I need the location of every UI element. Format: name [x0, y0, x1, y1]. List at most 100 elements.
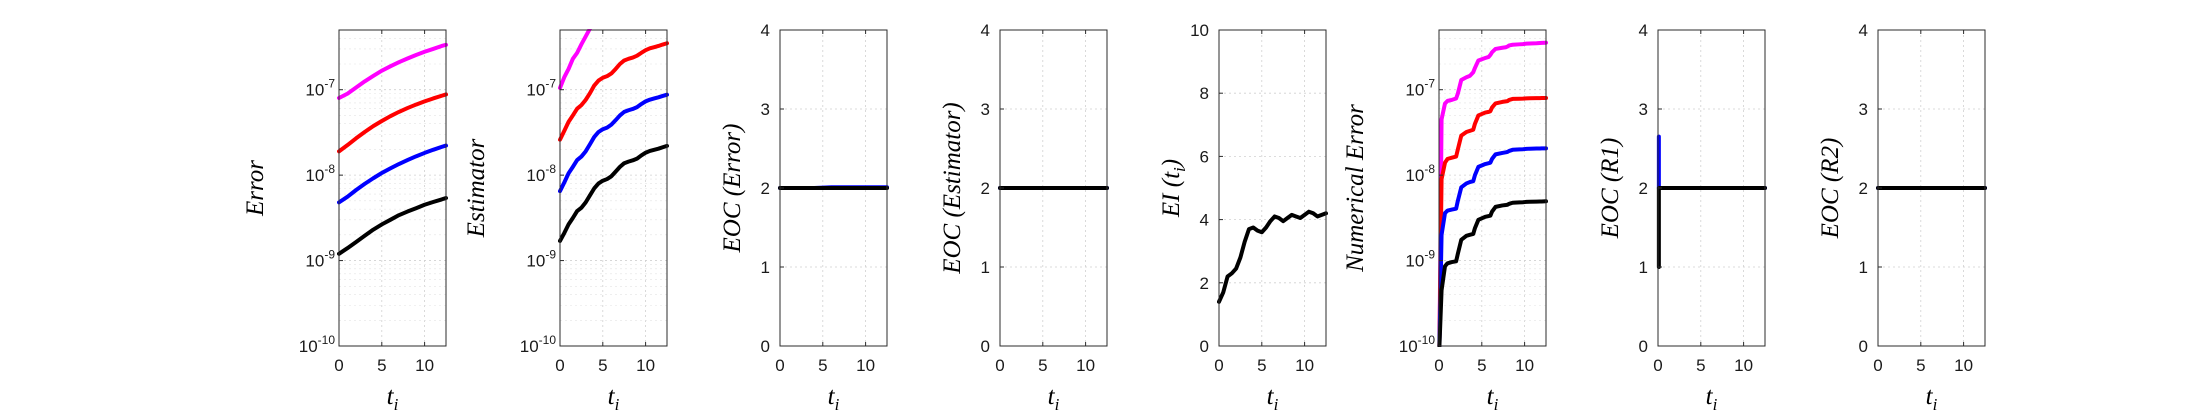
x-tick-label: 0 — [334, 356, 343, 375]
y-tick-label: 10-8 — [526, 162, 556, 185]
x-tick-label: 0 — [1653, 356, 1662, 375]
x-tick-label: 0 — [995, 356, 1004, 375]
y-tick-label: 0 — [1859, 337, 1868, 356]
x-tick-label: 10 — [1295, 356, 1314, 375]
axes-frame — [338, 29, 447, 347]
y-tick-label: 1 — [981, 258, 990, 277]
x-tick-label: 5 — [377, 356, 386, 375]
y-tick-label: 10-9 — [526, 248, 556, 271]
y-tick-label: 4 — [981, 21, 990, 40]
y-axis-label: EOC (Estimator) — [939, 102, 966, 275]
x-tick-label: 0 — [775, 356, 784, 375]
x-tick-label: 0 — [1434, 356, 1443, 375]
x-axis-label: ti — [387, 383, 399, 414]
y-tick-label: 1 — [761, 258, 770, 277]
chart-panel-numerical-error: 0 5 10 10-10 10-9 10-8 10-7 ti Numerical Error — [1342, 29, 1548, 414]
x-axis-label: ti — [1706, 383, 1718, 414]
y-tick-label: 3 — [1639, 100, 1648, 119]
x-tick-label: 10 — [1076, 356, 1095, 375]
series-line-1 — [1437, 40, 1548, 347]
x-tick-label: 10 — [415, 356, 434, 375]
x-tick-label: 5 — [1916, 356, 1925, 375]
x-axis-label: ti — [1267, 383, 1279, 414]
series-group — [1217, 209, 1328, 304]
x-axis-label: ti — [1487, 383, 1499, 414]
y-tick-label: 2 — [1859, 179, 1868, 198]
x-tick-label: 5 — [1477, 356, 1486, 375]
x-axis-label: ti — [828, 383, 840, 414]
x-axis-label: ti — [608, 383, 620, 414]
x-tick-label: 0 — [1214, 356, 1223, 375]
y-tick-label: 0 — [1200, 337, 1209, 356]
y-tick-label: 3 — [761, 100, 770, 119]
y-axis-label: Error — [242, 160, 269, 217]
y-tick-label: 4 — [1639, 21, 1648, 40]
series-group — [337, 42, 448, 256]
y-tick-label: 2 — [981, 179, 990, 198]
x-tick-label: 0 — [555, 356, 564, 375]
chart-panel-eoc-r2: 0 5 10 0 1 2 3 4 ti EOC (R2) — [1817, 21, 1987, 414]
y-tick-label: 10-7 — [305, 77, 335, 100]
chart-panel-estimator: 0 5 10 10-10 10-9 10-8 10-7 ti Estimator — [463, 29, 669, 414]
y-tick-label: 10-7 — [1405, 77, 1435, 100]
x-axis-label: ti — [1048, 383, 1060, 414]
y-tick-label: 10-10 — [1399, 333, 1436, 356]
series-group — [1437, 40, 1548, 347]
x-tick-label: 0 — [1873, 356, 1882, 375]
y-axis-label: EOC (R1) — [1597, 138, 1624, 240]
series-line-3 — [337, 143, 448, 205]
y-tick-label: 10-8 — [1405, 162, 1435, 185]
axes-frame — [559, 29, 668, 347]
y-tick-label: 2 — [1200, 274, 1209, 293]
y-tick-label: 4 — [1200, 211, 1209, 230]
y-tick-label: 10-10 — [520, 333, 557, 356]
series-line-1 — [558, 29, 592, 90]
x-tick-label: 10 — [856, 356, 875, 375]
series-group — [558, 29, 669, 243]
x-tick-label: 5 — [1696, 356, 1705, 375]
series-line-4 — [558, 143, 669, 243]
y-tick-label: 2 — [761, 179, 770, 198]
grid-lines — [559, 29, 667, 347]
y-tick-label: 3 — [981, 100, 990, 119]
series-line-4 — [337, 196, 448, 256]
y-tick-label: 0 — [981, 337, 990, 356]
x-tick-label: 5 — [1257, 356, 1266, 375]
series-line-1 — [337, 42, 448, 100]
y-tick-label: 8 — [1200, 84, 1209, 103]
y-axis-label: Estimator — [463, 138, 490, 238]
y-tick-label: 0 — [761, 337, 770, 356]
y-axis-label: EOC (Error) — [719, 124, 746, 254]
x-tick-label: 10 — [636, 356, 655, 375]
chart-panel-ei: 0 5 10 0 2 4 6 8 10 ti EI (ti) — [1158, 21, 1328, 414]
y-tick-label: 10-8 — [305, 162, 335, 185]
y-tick-label: 10-10 — [299, 333, 336, 356]
chart-panel-eoc-r1: 0 5 10 0 1 2 3 4 ti EOC (R1) — [1597, 21, 1767, 414]
y-tick-label: 1 — [1859, 258, 1868, 277]
x-tick-label: 5 — [1038, 356, 1047, 375]
series-line-2 — [1656, 186, 1767, 269]
grid-lines — [1438, 29, 1546, 347]
series-group — [778, 185, 889, 190]
x-tick-label: 5 — [818, 356, 827, 375]
series-line-2 — [558, 41, 669, 142]
series-line-2 — [337, 92, 448, 154]
series-line-4 — [1437, 199, 1548, 347]
grid-lines — [338, 29, 446, 347]
x-axis-label: ti — [1926, 383, 1938, 414]
y-tick-label: 3 — [1859, 100, 1868, 119]
grid-lines — [1218, 29, 1326, 347]
y-axis-label: EOC (R2) — [1817, 138, 1844, 240]
x-tick-label: 10 — [1954, 356, 1973, 375]
y-tick-label: 6 — [1200, 147, 1209, 166]
y-axis-label: EI (ti) — [1158, 159, 1189, 218]
series-line-3 — [1437, 146, 1548, 347]
y-tick-label: 10-7 — [526, 77, 556, 100]
y-tick-label: 4 — [761, 21, 770, 40]
chart-panel-eoc-error: 0 5 10 0 1 2 3 4 ti EOC (Error) — [719, 21, 889, 414]
series-line-3 — [558, 92, 669, 194]
x-tick-label: 10 — [1515, 356, 1534, 375]
y-tick-label: 1 — [1639, 258, 1648, 277]
y-axis-label: Numerical Error — [1342, 104, 1369, 273]
y-tick-label: 10-9 — [305, 248, 335, 271]
